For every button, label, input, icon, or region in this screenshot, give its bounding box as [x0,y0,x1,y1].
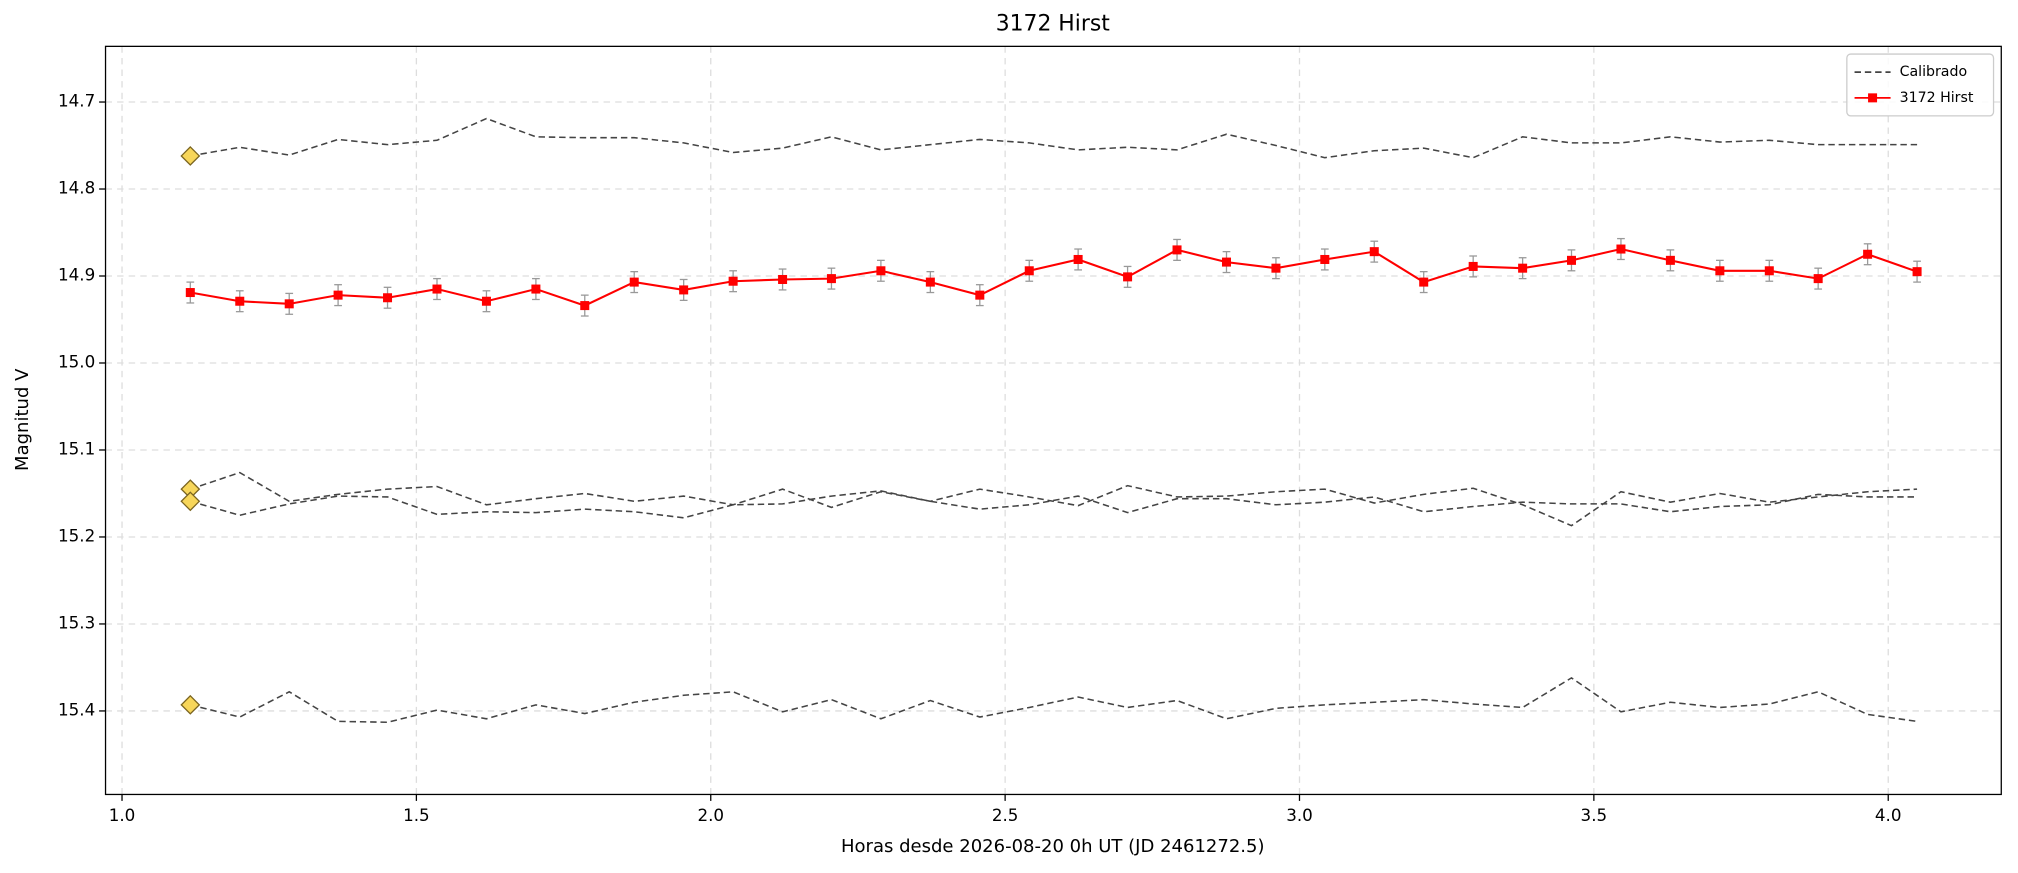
x-tick-label: 1.5 [403,805,430,825]
y-tick-label: 15.2 [58,525,95,545]
data-point [580,301,590,311]
legend-box [1846,53,1995,117]
y-tick-label: 15.4 [58,699,95,719]
legend-label: 3172 Hirst [1900,90,1974,106]
data-point [876,266,886,276]
y-tick-label: 15.1 [58,438,95,458]
data-point [1715,266,1725,276]
data-point [1369,247,1379,257]
data-point [1665,255,1675,265]
series-line [190,490,1918,519]
data-point [481,296,491,306]
y-tick-label: 15.0 [58,351,95,371]
data-point [728,276,738,286]
legend-label: Calibrado [1900,64,1968,80]
data-point [432,284,442,294]
data-point [1813,274,1823,284]
data-point [1912,267,1922,277]
y-tick-label: 14.9 [58,265,95,285]
data-point [1024,266,1034,276]
series-line [190,247,1918,307]
plot-frame [104,45,2002,796]
chart-title: 3172 Hirst [996,11,1111,36]
series-line [190,676,1918,724]
x-tick-label: 1.0 [109,805,136,825]
data-point [1419,277,1429,287]
data-point [333,290,343,300]
data-point [1764,266,1774,276]
data-point [383,293,393,303]
start-marker [180,694,201,715]
series-line [190,117,1918,159]
x-tick-label: 2.5 [992,805,1019,825]
start-marker [180,146,201,166]
data-point [1468,261,1478,271]
x-tick-label: 3.5 [1581,805,1608,825]
data-point [1863,249,1873,259]
y-axis-label: Magnitud V [12,368,33,471]
data-point [531,284,541,294]
data-point [925,277,935,287]
data-point [1123,272,1133,282]
y-tick-label: 15.3 [58,612,95,632]
x-tick-label: 2.0 [697,805,724,825]
data-point [975,290,985,300]
data-point [284,299,294,309]
data-point [1172,245,1182,255]
start-marker [180,491,201,512]
y-tick-label: 14.7 [58,91,95,111]
data-point [1320,254,1330,264]
y-tick-label: 14.8 [58,178,95,198]
data-point [235,296,245,306]
data-point [1518,263,1528,273]
series-line [190,471,1918,527]
x-axis-label: Horas desde 2026-08-20 0h UT (JD 2461272… [841,836,1265,857]
data-point [826,274,836,284]
data-point [1566,255,1576,265]
data-point [1073,254,1083,264]
x-tick-label: 4.0 [1875,805,1902,825]
data-point [679,285,689,295]
data-point [629,277,639,287]
data-point [1221,257,1231,267]
data-point [778,274,788,284]
x-tick-label: 3.0 [1286,805,1313,825]
data-point [1616,244,1626,254]
legend-marker [1868,93,1878,103]
data-point [185,288,195,298]
data-point [1271,263,1281,273]
